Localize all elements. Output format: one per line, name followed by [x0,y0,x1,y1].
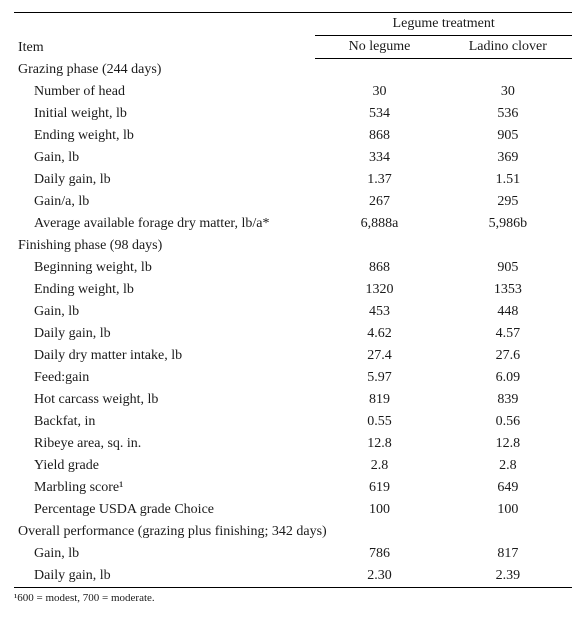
row-value-2: 536 [444,103,572,125]
row-label: Feed:gain [14,367,315,389]
table-row: Marbling score¹619649 [14,477,572,499]
data-table: Item Legume treatment No legume Ladino c… [14,12,572,588]
table-row: Gain, lb786817 [14,543,572,565]
row-label: Number of head [14,81,315,103]
table-row: Daily dry matter intake, lb27.427.6 [14,345,572,367]
row-label: Ending weight, lb [14,279,315,301]
row-value-1: 786 [315,543,443,565]
row-value-1: 868 [315,125,443,147]
row-value-1: 12.8 [315,433,443,455]
table-row: Yield grade2.82.8 [14,455,572,477]
row-label: Gain, lb [14,543,315,565]
row-value-1: 334 [315,147,443,169]
row-label: Gain, lb [14,147,315,169]
section-title: Overall performance (grazing plus finish… [14,521,572,543]
row-value-1: 267 [315,191,443,213]
header-col2: Ladino clover [444,36,572,59]
table-row: Ribeye area, sq. in.12.812.8 [14,433,572,455]
row-value-2: 839 [444,389,572,411]
section-title: Finishing phase (98 days) [14,235,572,257]
row-value-2: 649 [444,477,572,499]
row-label: Average available forage dry matter, lb/… [14,213,315,235]
row-value-1: 6,888a [315,213,443,235]
table-row: Daily gain, lb1.371.51 [14,169,572,191]
row-value-2: 100 [444,499,572,521]
header-item: Item [14,13,315,59]
row-value-2: 905 [444,125,572,147]
table-row: Gain/a, lb267295 [14,191,572,213]
row-label: Daily gain, lb [14,565,315,588]
row-label: Marbling score¹ [14,477,315,499]
row-value-2: 12.8 [444,433,572,455]
table-row: Daily gain, lb4.624.57 [14,323,572,345]
row-label: Ending weight, lb [14,125,315,147]
row-value-1: 1.37 [315,169,443,191]
table-row: Beginning weight, lb868905 [14,257,572,279]
row-value-2: 27.6 [444,345,572,367]
row-value-2: 448 [444,301,572,323]
row-label: Gain, lb [14,301,315,323]
row-value-2: 2.39 [444,565,572,588]
header-col1: No legume [315,36,443,59]
row-value-2: 295 [444,191,572,213]
table-row: Hot carcass weight, lb819839 [14,389,572,411]
row-label: Gain/a, lb [14,191,315,213]
table-row: Percentage USDA grade Choice100100 [14,499,572,521]
table-row: Gain, lb334369 [14,147,572,169]
row-label: Daily dry matter intake, lb [14,345,315,367]
section-title: Grazing phase (244 days) [14,59,572,82]
row-value-2: 0.56 [444,411,572,433]
row-label: Backfat, in [14,411,315,433]
row-value-1: 5.97 [315,367,443,389]
row-label: Daily gain, lb [14,169,315,191]
header-group: Legume treatment [315,13,572,36]
row-value-2: 30 [444,81,572,103]
table-row: Gain, lb453448 [14,301,572,323]
row-value-2: 6.09 [444,367,572,389]
row-value-1: 453 [315,301,443,323]
row-label: Hot carcass weight, lb [14,389,315,411]
row-value-1: 534 [315,103,443,125]
table-row: Average available forage dry matter, lb/… [14,213,572,235]
row-label: Daily gain, lb [14,323,315,345]
row-label: Percentage USDA grade Choice [14,499,315,521]
table-row: Daily gain, lb2.302.39 [14,565,572,588]
row-value-1: 819 [315,389,443,411]
row-label: Initial weight, lb [14,103,315,125]
row-value-1: 0.55 [315,411,443,433]
row-label: Ribeye area, sq. in. [14,433,315,455]
row-value-2: 905 [444,257,572,279]
row-value-1: 27.4 [315,345,443,367]
table-row: Feed:gain5.976.09 [14,367,572,389]
row-value-1: 2.30 [315,565,443,588]
row-value-2: 1.51 [444,169,572,191]
table-row: Initial weight, lb534536 [14,103,572,125]
footnote: ¹600 = modest, 700 = moderate. [14,592,572,604]
row-value-2: 5,986b [444,213,572,235]
table-row: Number of head3030 [14,81,572,103]
row-value-1: 868 [315,257,443,279]
row-value-2: 817 [444,543,572,565]
row-value-1: 100 [315,499,443,521]
row-value-1: 4.62 [315,323,443,345]
row-label: Beginning weight, lb [14,257,315,279]
row-value-1: 30 [315,81,443,103]
row-value-1: 2.8 [315,455,443,477]
row-value-2: 4.57 [444,323,572,345]
table-row: Backfat, in0.550.56 [14,411,572,433]
table-row: Ending weight, lb868905 [14,125,572,147]
table-row: Ending weight, lb13201353 [14,279,572,301]
row-value-2: 2.8 [444,455,572,477]
row-label: Yield grade [14,455,315,477]
row-value-2: 1353 [444,279,572,301]
row-value-2: 369 [444,147,572,169]
row-value-1: 1320 [315,279,443,301]
row-value-1: 619 [315,477,443,499]
